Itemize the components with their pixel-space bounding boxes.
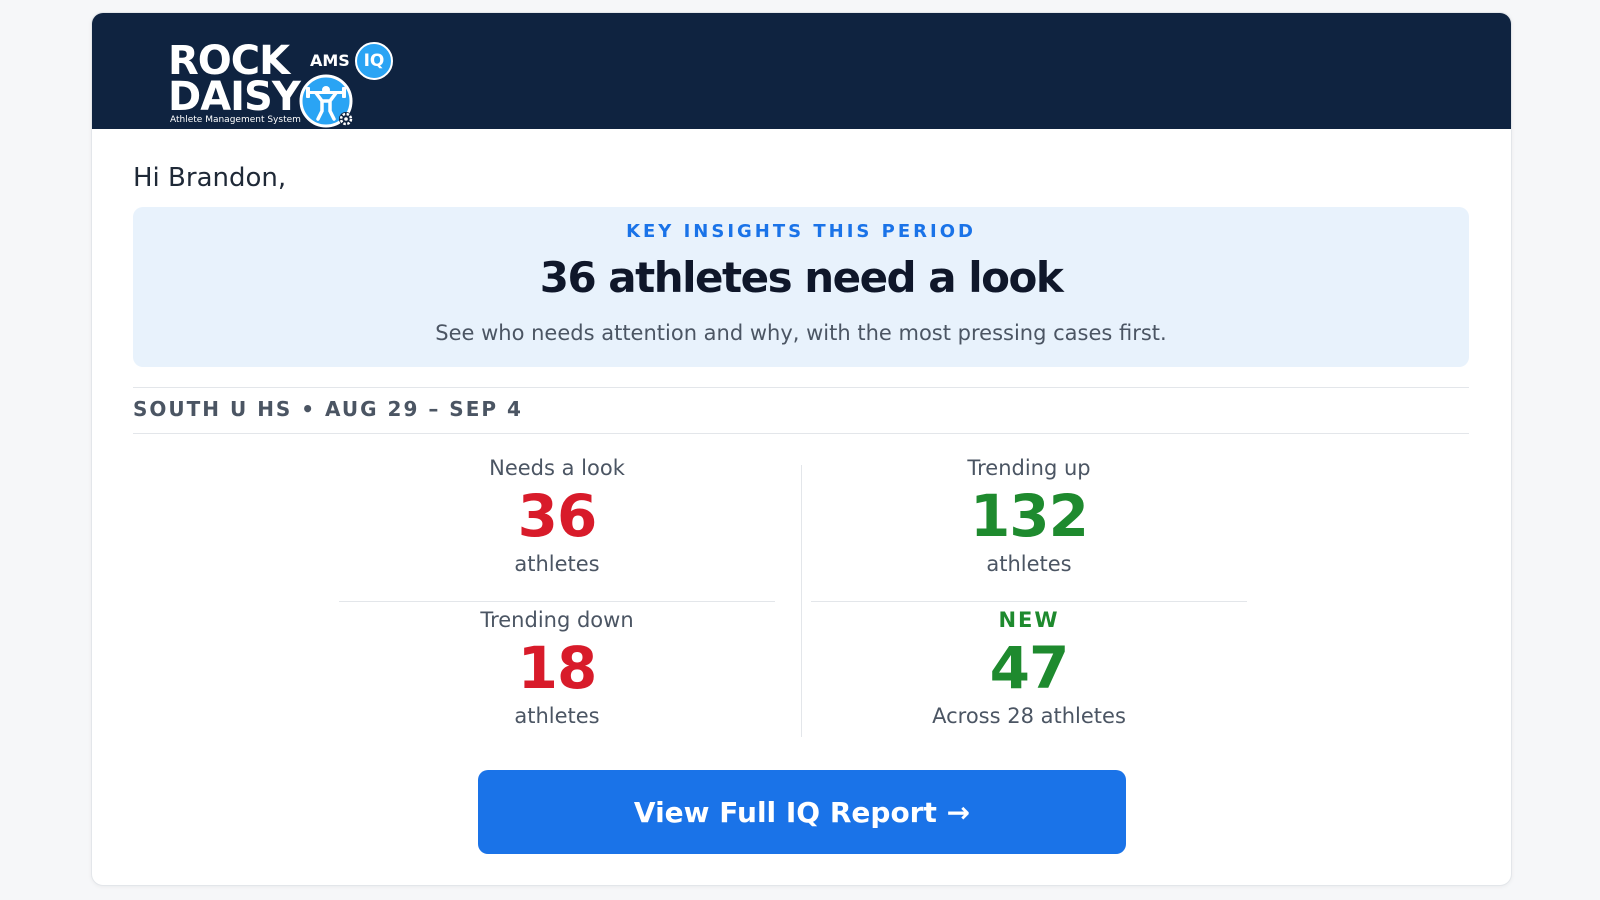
- stat-label: Needs a look: [489, 456, 625, 480]
- stat-divider-left: [339, 601, 775, 602]
- view-full-iq-report-button[interactable]: View Full IQ Report →: [478, 770, 1126, 854]
- stat-value: 18: [517, 634, 598, 702]
- stat-subtext: athletes: [986, 552, 1072, 576]
- stat-value: 132: [969, 482, 1089, 550]
- stat-value: 36: [517, 482, 598, 550]
- stat-label: Trending down: [480, 608, 634, 632]
- stat-subtext: Across 28 athletes: [932, 704, 1126, 728]
- logo-wordmark-line2: DAISY: [168, 74, 301, 120]
- stat-needs-a-look[interactable]: Needs a look 36 athletes: [339, 453, 775, 579]
- stat-divider-right: [811, 601, 1247, 602]
- weightlifter-gear-icon: [299, 74, 353, 128]
- header-bar: ROCK DAISY Athlete Management System AMS…: [92, 13, 1511, 129]
- key-insights-panel: KEY INSIGHTS THIS PERIOD 36 athletes nee…: [133, 207, 1469, 367]
- insights-eyebrow: KEY INSIGHTS THIS PERIOD: [626, 221, 976, 242]
- logo-iq-badge: IQ: [355, 42, 393, 80]
- section-divider-bottom: [133, 433, 1469, 434]
- insights-headline: 36 athletes need a look: [539, 253, 1064, 302]
- greeting-text: Hi Brandon,: [133, 163, 287, 193]
- logo-product-name: AMS: [310, 51, 350, 70]
- stat-new[interactable]: NEW 47 Across 28 athletes: [811, 605, 1247, 731]
- stat-subtext: athletes: [514, 704, 600, 728]
- stat-subtext: athletes: [514, 552, 600, 576]
- stat-divider-vertical: [801, 465, 802, 737]
- logo-wordmark-line1: ROCK: [168, 38, 290, 84]
- logo-tagline: Athlete Management System: [170, 115, 301, 125]
- stat-trending-up[interactable]: Trending up 132 athletes: [811, 453, 1247, 579]
- stat-label: NEW: [998, 608, 1060, 632]
- section-divider-top: [133, 387, 1469, 388]
- rock-daisy-logo[interactable]: ROCK DAISY Athlete Management System AMS…: [168, 27, 408, 129]
- stat-value: 47: [989, 634, 1070, 702]
- stat-trending-down[interactable]: Trending down 18 athletes: [339, 605, 775, 731]
- stat-label: Trending up: [967, 456, 1091, 480]
- email-card: ROCK DAISY Athlete Management System AMS…: [91, 12, 1512, 886]
- team-period-label: SOUTH U HS • AUG 29 – SEP 4: [133, 397, 523, 421]
- insights-subtitle: See who needs attention and why, with th…: [435, 321, 1167, 345]
